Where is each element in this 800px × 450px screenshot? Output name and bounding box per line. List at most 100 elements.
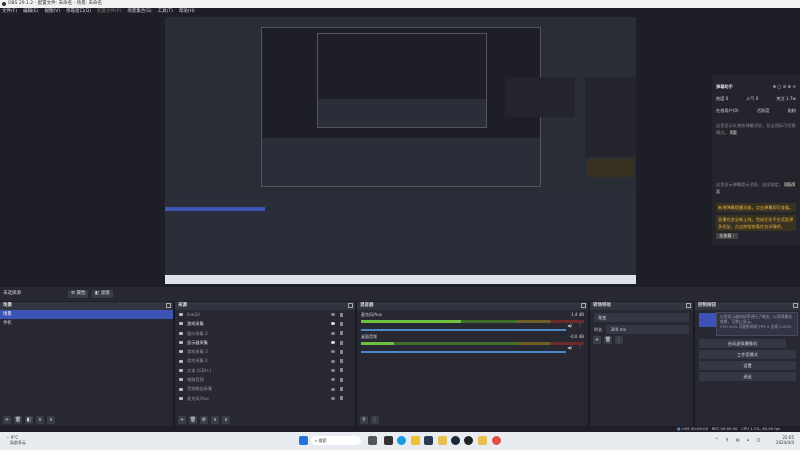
speaker-icon[interactable]: ◀) xyxy=(567,345,572,350)
menu-item[interactable]: 停靠窗口(D) xyxy=(66,9,92,14)
source-item[interactable]: 麦克风/Aux xyxy=(175,394,355,403)
remove-scene-button[interactable]: 🗑 xyxy=(14,416,22,424)
add-transition-button[interactable]: + xyxy=(593,336,601,344)
file-explorer-icon[interactable] xyxy=(411,436,420,445)
chat-tab[interactable]: 活跃度 xyxy=(756,108,770,113)
source-item[interactable]: 文本 (GDI+) xyxy=(175,366,355,375)
menu-item[interactable]: 场景集合(S) xyxy=(127,9,152,14)
source-item[interactable]: 游戏采集 3 xyxy=(175,347,355,356)
lock-icon[interactable] xyxy=(340,387,343,392)
lock-icon[interactable] xyxy=(340,396,343,401)
move-up-button[interactable]: ∧ xyxy=(36,416,44,424)
app-icon[interactable] xyxy=(478,436,487,445)
weather-widget[interactable]: ☀ 9°C 局部多云 xyxy=(6,435,26,445)
source-item[interactable]: 音频输出采集 xyxy=(175,384,355,393)
eye-icon[interactable] xyxy=(331,350,335,354)
scene-item[interactable]: 手机 xyxy=(3,321,12,326)
eye-icon[interactable] xyxy=(331,341,335,345)
obs-icon[interactable] xyxy=(464,436,473,445)
channel-db: -0.0 dB xyxy=(569,334,584,339)
eye-icon[interactable] xyxy=(331,368,335,372)
eye-icon[interactable] xyxy=(331,396,335,400)
taskbar-search[interactable]: ⌕ 搜索 xyxy=(311,436,361,445)
eye-icon[interactable] xyxy=(331,359,335,363)
eye-icon[interactable] xyxy=(331,378,335,382)
scene-item[interactable]: 场景 xyxy=(0,310,173,319)
move-up-button[interactable]: ∧ xyxy=(211,416,219,424)
source-properties-button[interactable]: ⚙ xyxy=(200,416,208,424)
chat-tab[interactable]: 在线用户(0) xyxy=(716,108,739,113)
steam-icon[interactable] xyxy=(451,436,460,445)
remove-source-button[interactable]: 🗑 xyxy=(189,416,197,424)
add-scene-button[interactable]: + xyxy=(3,416,11,424)
duration-input[interactable]: 300 ms xyxy=(606,325,689,334)
chat-tab[interactable]: 贴粉 xyxy=(787,108,796,113)
transition-menu-button[interactable]: ⋮ xyxy=(615,336,623,344)
popout-icon[interactable] xyxy=(581,303,586,308)
source-item[interactable]: 显示器采集 xyxy=(175,338,355,347)
lock-icon[interactable] xyxy=(340,359,343,364)
app-icon[interactable] xyxy=(384,436,393,445)
menu-item[interactable]: 编辑(E) xyxy=(23,9,39,14)
channel-menu-icon[interactable]: ⋮ xyxy=(578,322,582,327)
app-icon[interactable] xyxy=(368,436,377,445)
remove-transition-button[interactable]: 🗑 xyxy=(604,336,612,344)
control-button[interactable]: 启动虚拟摄像机 xyxy=(699,339,786,348)
popout-icon[interactable] xyxy=(793,303,798,308)
mixer-menu-button[interactable]: ⋮ xyxy=(371,416,379,424)
popout-icon[interactable] xyxy=(686,303,691,308)
menu-item[interactable]: 视图(V) xyxy=(44,9,61,14)
start-menu-icon[interactable] xyxy=(299,436,308,445)
transition-select[interactable]: 渐变 xyxy=(594,313,689,322)
source-item[interactable]: 电脑音频 xyxy=(175,375,355,384)
source-item[interactable]: live2d xyxy=(175,310,355,319)
start-streaming-button[interactable] xyxy=(699,313,717,327)
scene-filters-button[interactable]: ◧ xyxy=(25,416,33,424)
weather-temp: 9°C xyxy=(10,435,19,440)
control-button[interactable]: 退出 xyxy=(699,372,796,381)
lock-icon[interactable] xyxy=(340,340,343,345)
source-item[interactable]: 窗口采集 2 xyxy=(175,329,355,338)
source-item[interactable]: 游戏采集 2 xyxy=(175,356,355,365)
lock-icon[interactable] xyxy=(340,321,343,326)
chat-window-controls-icon[interactable]: ⊕ ▢ ⊘ ⚙ ✕ xyxy=(772,84,796,89)
advanced-audio-button[interactable]: ⚲ xyxy=(360,416,368,424)
lock-icon[interactable] xyxy=(340,377,343,382)
app-icon[interactable] xyxy=(424,436,433,445)
lock-icon[interactable] xyxy=(340,349,343,354)
edge-icon[interactable] xyxy=(397,436,406,445)
app-icon[interactable] xyxy=(492,436,501,445)
search-label: 搜索 xyxy=(318,438,327,443)
volume-slider[interactable] xyxy=(361,351,567,353)
move-down-button[interactable]: ∨ xyxy=(222,416,230,424)
volume-slider[interactable] xyxy=(361,329,567,331)
lock-icon[interactable] xyxy=(340,312,343,317)
channel-menu-icon[interactable]: ⋮ xyxy=(578,344,582,349)
popout-icon[interactable] xyxy=(348,303,353,308)
menu-item[interactable]: 配置文件(P) xyxy=(97,9,122,14)
source-item[interactable]: 游戏采集 xyxy=(175,319,355,328)
menu-item[interactable]: 工具(T) xyxy=(157,9,173,14)
eye-icon[interactable] xyxy=(331,331,335,335)
control-button[interactable]: 工作室模式 xyxy=(699,350,796,359)
popout-icon[interactable] xyxy=(166,303,171,308)
add-source-button[interactable]: + xyxy=(178,416,186,424)
lock-icon[interactable] xyxy=(340,368,343,373)
system-tray-icons[interactable]: ^ ⚲ ▤ ⌂ ◫ xyxy=(715,437,764,442)
eye-icon[interactable] xyxy=(331,322,335,326)
menu-item[interactable]: 文件(F) xyxy=(2,9,18,14)
filters-button[interactable]: ◧ 滤镜 xyxy=(92,290,113,298)
eye-icon[interactable] xyxy=(331,387,335,391)
lock-icon[interactable] xyxy=(340,331,343,336)
clock[interactable]: 22:05 2024/4/4 xyxy=(776,435,794,445)
eye-icon[interactable] xyxy=(331,313,335,317)
speaker-icon[interactable]: ◀) xyxy=(567,323,572,328)
preview-canvas[interactable] xyxy=(165,17,636,284)
move-down-button[interactable]: ∨ xyxy=(47,416,55,424)
menu-item[interactable]: 帮助(H) xyxy=(178,9,195,14)
chat-more-button[interactable]: 去查看 › xyxy=(716,233,738,239)
chat-stat: 热度 0 xyxy=(716,96,729,101)
app-icon[interactable] xyxy=(438,436,447,445)
control-button[interactable]: 设置 xyxy=(699,361,796,370)
properties-button[interactable]: ⚙ 属性 xyxy=(68,290,89,298)
